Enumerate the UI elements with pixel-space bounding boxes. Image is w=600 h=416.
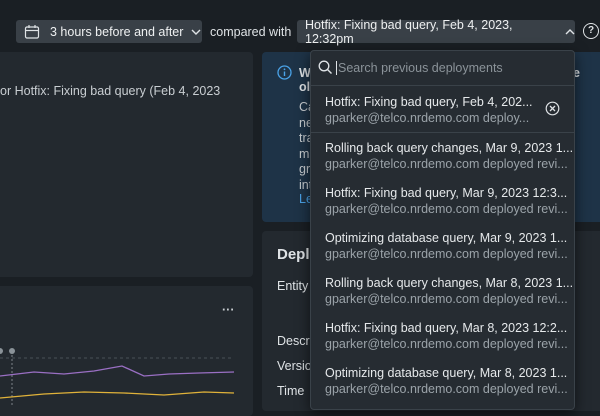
chart-panel: ···	[0, 286, 253, 416]
info-title: ol	[299, 80, 311, 94]
deployment-dropdown: Search previous deployments Hotfix: Fixi…	[310, 50, 575, 410]
chevron-down	[191, 29, 201, 35]
option-subtitle: gparker@telco.nrdemo.com deployed revi..…	[325, 157, 568, 171]
option-title: Rolling back query changes, Mar 9, 2023 …	[325, 141, 574, 155]
deployment-option[interactable]: Hotfix: Fixing bad query, Mar 9, 2023 12…	[311, 178, 574, 223]
marker	[0, 348, 3, 354]
deployment-option[interactable]: Rolling back query changes, Mar 8, 2023 …	[311, 268, 574, 313]
calendar-icon	[24, 24, 40, 39]
panel-menu[interactable]: ···	[222, 303, 235, 317]
option-subtitle: gparker@telco.nrdemo.com deployed revi..…	[325, 382, 568, 396]
divider	[311, 132, 574, 133]
series-line	[0, 365, 235, 377]
search-box[interactable]: Search previous deployments	[311, 51, 574, 84]
info-text: tra	[299, 131, 314, 145]
deployment-title: Depl	[277, 246, 310, 263]
option-subtitle: gparker@telco.nrdemo.com deployed revi..…	[325, 292, 568, 306]
deployment-option[interactable]: Hotfix: Fixing bad query, Mar 8, 2023 12…	[311, 313, 574, 358]
summary-text: or Hotfix: Fixing bad query (Feb 4, 2023	[0, 84, 221, 98]
chart-lines	[0, 348, 235, 406]
option-title: Optimizing database query, Mar 9, 2023 1…	[325, 231, 568, 245]
info-title: W	[299, 66, 311, 80]
info-text: int	[299, 177, 313, 192]
summary-panel: or Hotfix: Fixing bad query (Feb 4, 2023	[0, 52, 253, 277]
option-title: Optimizing database query, Mar 8, 2023 1…	[325, 366, 568, 380]
series-line	[0, 391, 235, 399]
deployment-select[interactable]: Hotfix: Fixing bad query, Feb 4, 2023, 1…	[297, 17, 575, 46]
help-button[interactable]: ?	[583, 23, 599, 39]
time-range-label: 3 hours before and after	[50, 24, 184, 39]
info-text: ne	[299, 115, 313, 130]
field-label: Entity	[277, 279, 309, 293]
field-label: Versio	[277, 359, 312, 373]
text-cursor	[336, 61, 337, 75]
option-title: Hotfix: Fixing bad query, Mar 9, 2023 12…	[325, 186, 568, 200]
compared-with-label: compared with	[210, 25, 292, 39]
clear-button[interactable]	[545, 101, 560, 116]
chevron-up	[565, 28, 575, 34]
deployment-option[interactable]: Optimizing database query, Mar 8, 2023 1…	[311, 358, 574, 403]
search-icon	[318, 60, 332, 74]
option-subtitle: gparker@telco.nrdemo.com deployed revi..…	[325, 247, 568, 261]
search-placeholder: Search previous deployments	[338, 61, 503, 75]
option-subtitle: gparker@telco.nrdemo.com deploy...	[325, 111, 530, 125]
deployment-option[interactable]: Optimizing database query, Mar 9, 2023 1…	[311, 223, 574, 268]
divider	[311, 85, 574, 86]
page: {"toolbar": {"time_range": "3 hours befo…	[0, 17, 600, 416]
marker	[9, 348, 15, 354]
info-link[interactable]: Le	[299, 192, 313, 206]
option-title: Hotfix: Fixing bad query, Feb 4, 202...	[325, 95, 533, 109]
option-title: Hotfix: Fixing bad query, Mar 8, 2023 12…	[325, 321, 568, 335]
option-subtitle: gparker@telco.nrdemo.com deployed revi..…	[325, 337, 568, 351]
field-label: Descri	[277, 334, 313, 348]
deployment-option[interactable]: Rolling back query changes, Mar 9, 2023 …	[311, 133, 574, 178]
info-title: e	[573, 66, 580, 80]
time-range-button[interactable]: 3 hours before and after	[16, 20, 202, 43]
option-title: Rolling back query changes, Mar 8, 2023 …	[325, 276, 574, 290]
info-text: gr	[299, 162, 311, 176]
selected-deployment: Hotfix: Fixing bad query, Feb 4, 2023, 1…	[305, 17, 513, 46]
deployment-option[interactable]: Hotfix: Fixing bad query, Feb 4, 202... g…	[311, 87, 574, 132]
field-label: Time	[277, 384, 305, 398]
info-icon	[277, 65, 292, 80]
option-subtitle: gparker@telco.nrdemo.com deployed revi..…	[325, 202, 568, 216]
